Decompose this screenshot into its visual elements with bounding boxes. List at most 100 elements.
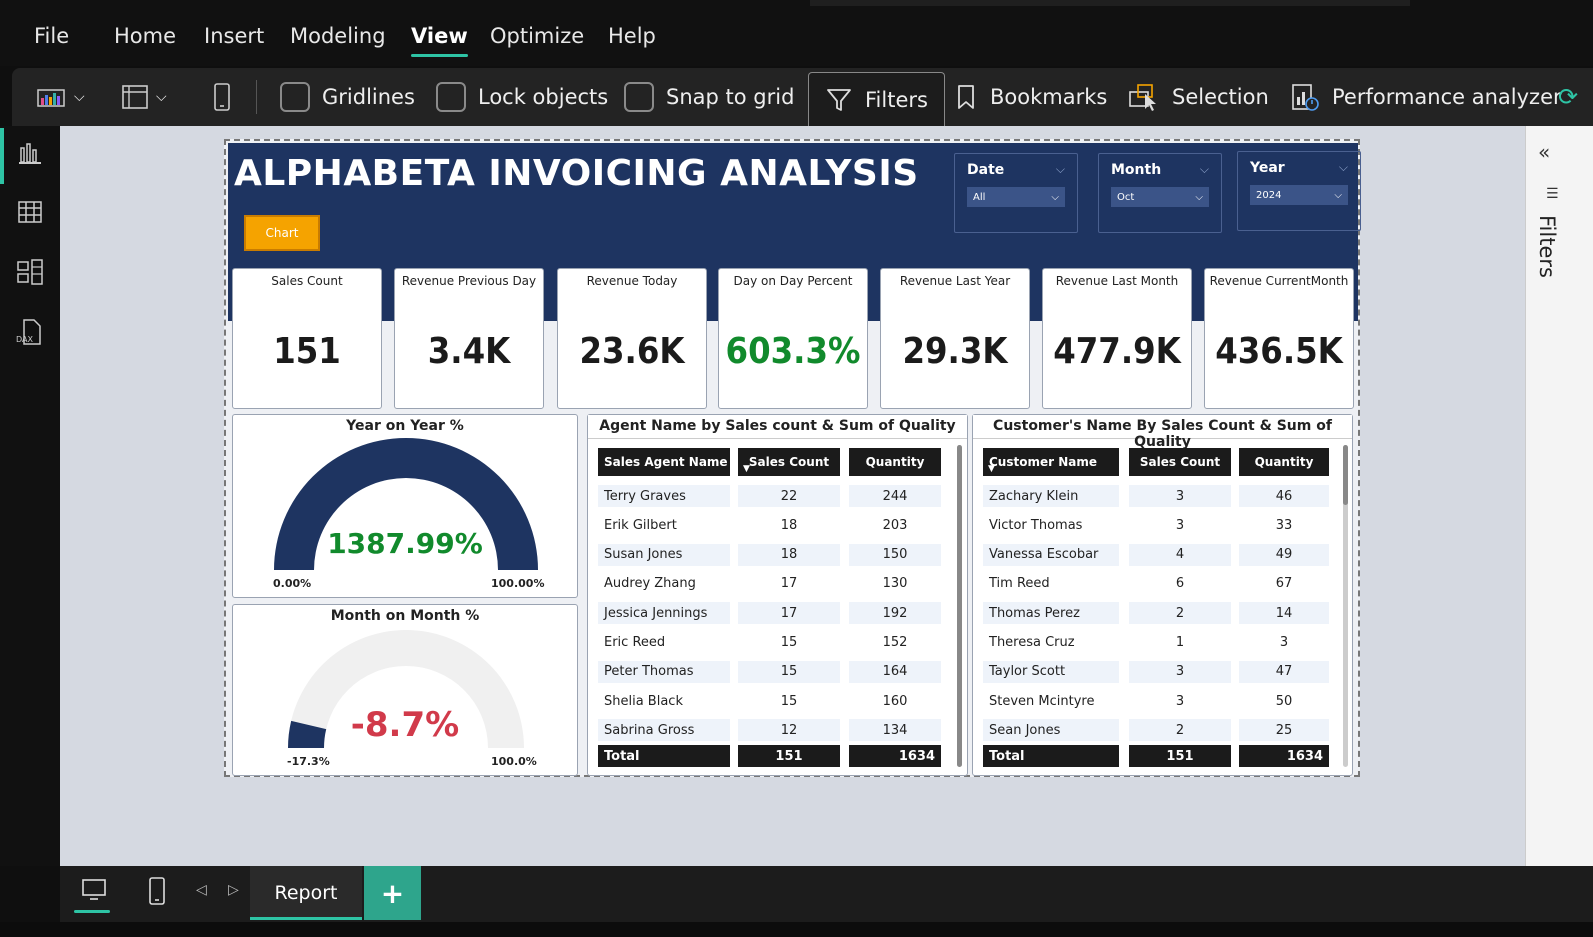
table-cell[interactable]: 2: [1129, 602, 1231, 625]
expand-chevron-icon[interactable]: «: [1538, 140, 1551, 164]
column-header[interactable]: Sales Agent Name: [598, 448, 730, 476]
mobile-layout-icon[interactable]: [146, 876, 168, 906]
lock-objects-toggle[interactable]: Lock objects: [436, 68, 608, 126]
mom-gauge-visual[interactable]: Month on Month % -8.7% -17.3% 100.0%: [232, 604, 578, 776]
menu-file[interactable]: File: [34, 24, 70, 48]
table-cell[interactable]: 6: [1129, 572, 1231, 595]
table-cell[interactable]: 14: [1239, 602, 1329, 625]
table-cell[interactable]: Erik Gilbert: [598, 514, 730, 537]
menu-insert[interactable]: Insert: [204, 24, 265, 48]
column-header[interactable]: Sales Count: [1129, 448, 1231, 476]
year-slicer-dropdown[interactable]: 2024 ⌵: [1250, 185, 1348, 205]
table-cell[interactable]: 152: [849, 631, 941, 654]
snap-to-grid-toggle[interactable]: Snap to grid: [624, 68, 794, 126]
menu-modeling[interactable]: Modeling: [290, 24, 386, 48]
table-cell[interactable]: 67: [1239, 572, 1329, 595]
column-header[interactable]: Customer Name ▼: [983, 448, 1119, 476]
lock-objects-checkbox[interactable]: [436, 82, 466, 112]
table-cell[interactable]: 12: [738, 719, 840, 742]
menu-view[interactable]: View: [411, 24, 468, 57]
kpi-revenue-current-month[interactable]: Revenue CurrentMonth 436.5K: [1204, 268, 1354, 409]
model-view-icon[interactable]: [16, 258, 44, 286]
table-cell[interactable]: Zachary Klein: [983, 485, 1119, 507]
page-view-button[interactable]: ⌵: [36, 68, 85, 126]
filters-pane-label[interactable]: Filters: [1535, 215, 1559, 278]
kpi-sales-count[interactable]: Sales Count 151: [232, 268, 382, 409]
kpi-revenue-previous-day[interactable]: Revenue Previous Day 3.4K: [394, 268, 544, 409]
table-cell[interactable]: 160: [849, 690, 941, 713]
table-cell[interactable]: 3: [1129, 485, 1231, 507]
kpi-day-on-day-percent[interactable]: Day on Day Percent 603.3%: [718, 268, 868, 409]
table-cell[interactable]: 134: [849, 719, 941, 742]
table-cell[interactable]: 130: [849, 572, 941, 595]
table-cell[interactable]: 203: [849, 514, 941, 537]
table-cell[interactable]: 3: [1129, 660, 1231, 683]
column-header[interactable]: Quantity: [1239, 448, 1329, 476]
filters-collapsed-pane[interactable]: « ☰: [1525, 126, 1593, 866]
table-cell[interactable]: Theresa Cruz: [983, 631, 1119, 654]
table-cell[interactable]: 49: [1239, 543, 1329, 566]
table-cell[interactable]: 164: [849, 660, 941, 683]
table-view-icon[interactable]: [16, 198, 44, 226]
selection-pane-button[interactable]: Selection: [1128, 68, 1269, 126]
desktop-layout-icon[interactable]: [80, 876, 108, 904]
customer-table-visual[interactable]: Customer's Name By Sales Count & Sum of …: [972, 414, 1353, 776]
table-cell[interactable]: 3: [1129, 514, 1231, 537]
dax-query-view-icon[interactable]: DAX: [16, 318, 44, 346]
table-cell[interactable]: 33: [1239, 514, 1329, 537]
report-page[interactable]: ALPHABETA INVOICING ANALYSIS Chart Date …: [224, 139, 1361, 777]
table-cell[interactable]: 2: [1129, 719, 1231, 742]
menu-optimize[interactable]: Optimize: [490, 24, 585, 48]
mobile-layout-button[interactable]: [212, 68, 232, 126]
menu-help[interactable]: Help: [608, 24, 656, 48]
table-cell[interactable]: 15: [738, 631, 840, 654]
table-cell[interactable]: 3: [1239, 631, 1329, 654]
month-slicer[interactable]: Month ⌵ Oct ⌵: [1098, 153, 1222, 233]
customer-table-scrollbar[interactable]: [1343, 445, 1348, 767]
table-cell[interactable]: Eric Reed: [598, 631, 730, 654]
month-slicer-dropdown[interactable]: Oct ⌵: [1111, 187, 1209, 207]
table-cell[interactable]: 3: [1129, 690, 1231, 713]
table-cell[interactable]: 18: [738, 514, 840, 537]
year-slicer[interactable]: Year ⌵ 2024 ⌵: [1237, 151, 1361, 231]
date-slicer[interactable]: Date ⌵ All ⌵: [954, 153, 1078, 233]
table-cell[interactable]: Sean Jones: [983, 719, 1119, 742]
table-cell[interactable]: 22: [738, 485, 840, 507]
table-cell[interactable]: Jessica Jennings: [598, 602, 730, 625]
table-cell[interactable]: Audrey Zhang: [598, 572, 730, 595]
table-cell[interactable]: 47: [1239, 660, 1329, 683]
agent-table-visual[interactable]: Agent Name by Sales count & Sum of Quali…: [587, 414, 968, 776]
table-cell[interactable]: 150: [849, 543, 941, 566]
table-cell[interactable]: Tim Reed: [983, 572, 1119, 595]
page-size-button[interactable]: ⌵: [120, 68, 167, 126]
next-page-icon[interactable]: ▷: [228, 882, 239, 898]
table-cell[interactable]: Terry Graves: [598, 485, 730, 507]
table-cell[interactable]: 25: [1239, 719, 1329, 742]
table-cell[interactable]: 1: [1129, 631, 1231, 654]
table-cell[interactable]: Susan Jones: [598, 543, 730, 566]
gridlines-toggle[interactable]: Gridlines: [280, 68, 415, 126]
add-page-button[interactable]: +: [364, 866, 421, 920]
table-cell[interactable]: Thomas Perez: [983, 602, 1119, 625]
kpi-revenue-today[interactable]: Revenue Today 23.6K: [557, 268, 707, 409]
table-cell[interactable]: 192: [849, 602, 941, 625]
report-view-icon[interactable]: [16, 140, 44, 168]
menu-home[interactable]: Home: [114, 24, 177, 48]
gridlines-checkbox[interactable]: [280, 82, 310, 112]
sync-slicers-button[interactable]: ⟳: [1558, 68, 1578, 126]
table-cell[interactable]: 4: [1129, 543, 1231, 566]
table-cell[interactable]: 15: [738, 690, 840, 713]
table-cell[interactable]: 15: [738, 660, 840, 683]
column-header[interactable]: Quantity: [849, 448, 941, 476]
prev-page-icon[interactable]: ◁: [196, 882, 207, 898]
agent-table-scroll-thumb[interactable]: [957, 445, 962, 767]
chart-button[interactable]: Chart: [244, 215, 320, 251]
table-cell[interactable]: Shelia Black: [598, 690, 730, 713]
table-cell[interactable]: Peter Thomas: [598, 660, 730, 683]
table-cell[interactable]: 18: [738, 543, 840, 566]
yoy-gauge-visual[interactable]: Year on Year % 1387.99% 0.00% 100.00%: [232, 414, 578, 598]
table-cell[interactable]: Taylor Scott: [983, 660, 1119, 683]
customer-table-scroll-thumb[interactable]: [1343, 445, 1348, 505]
table-cell[interactable]: 244: [849, 485, 941, 507]
filters-pane-button[interactable]: Filters: [808, 72, 945, 126]
